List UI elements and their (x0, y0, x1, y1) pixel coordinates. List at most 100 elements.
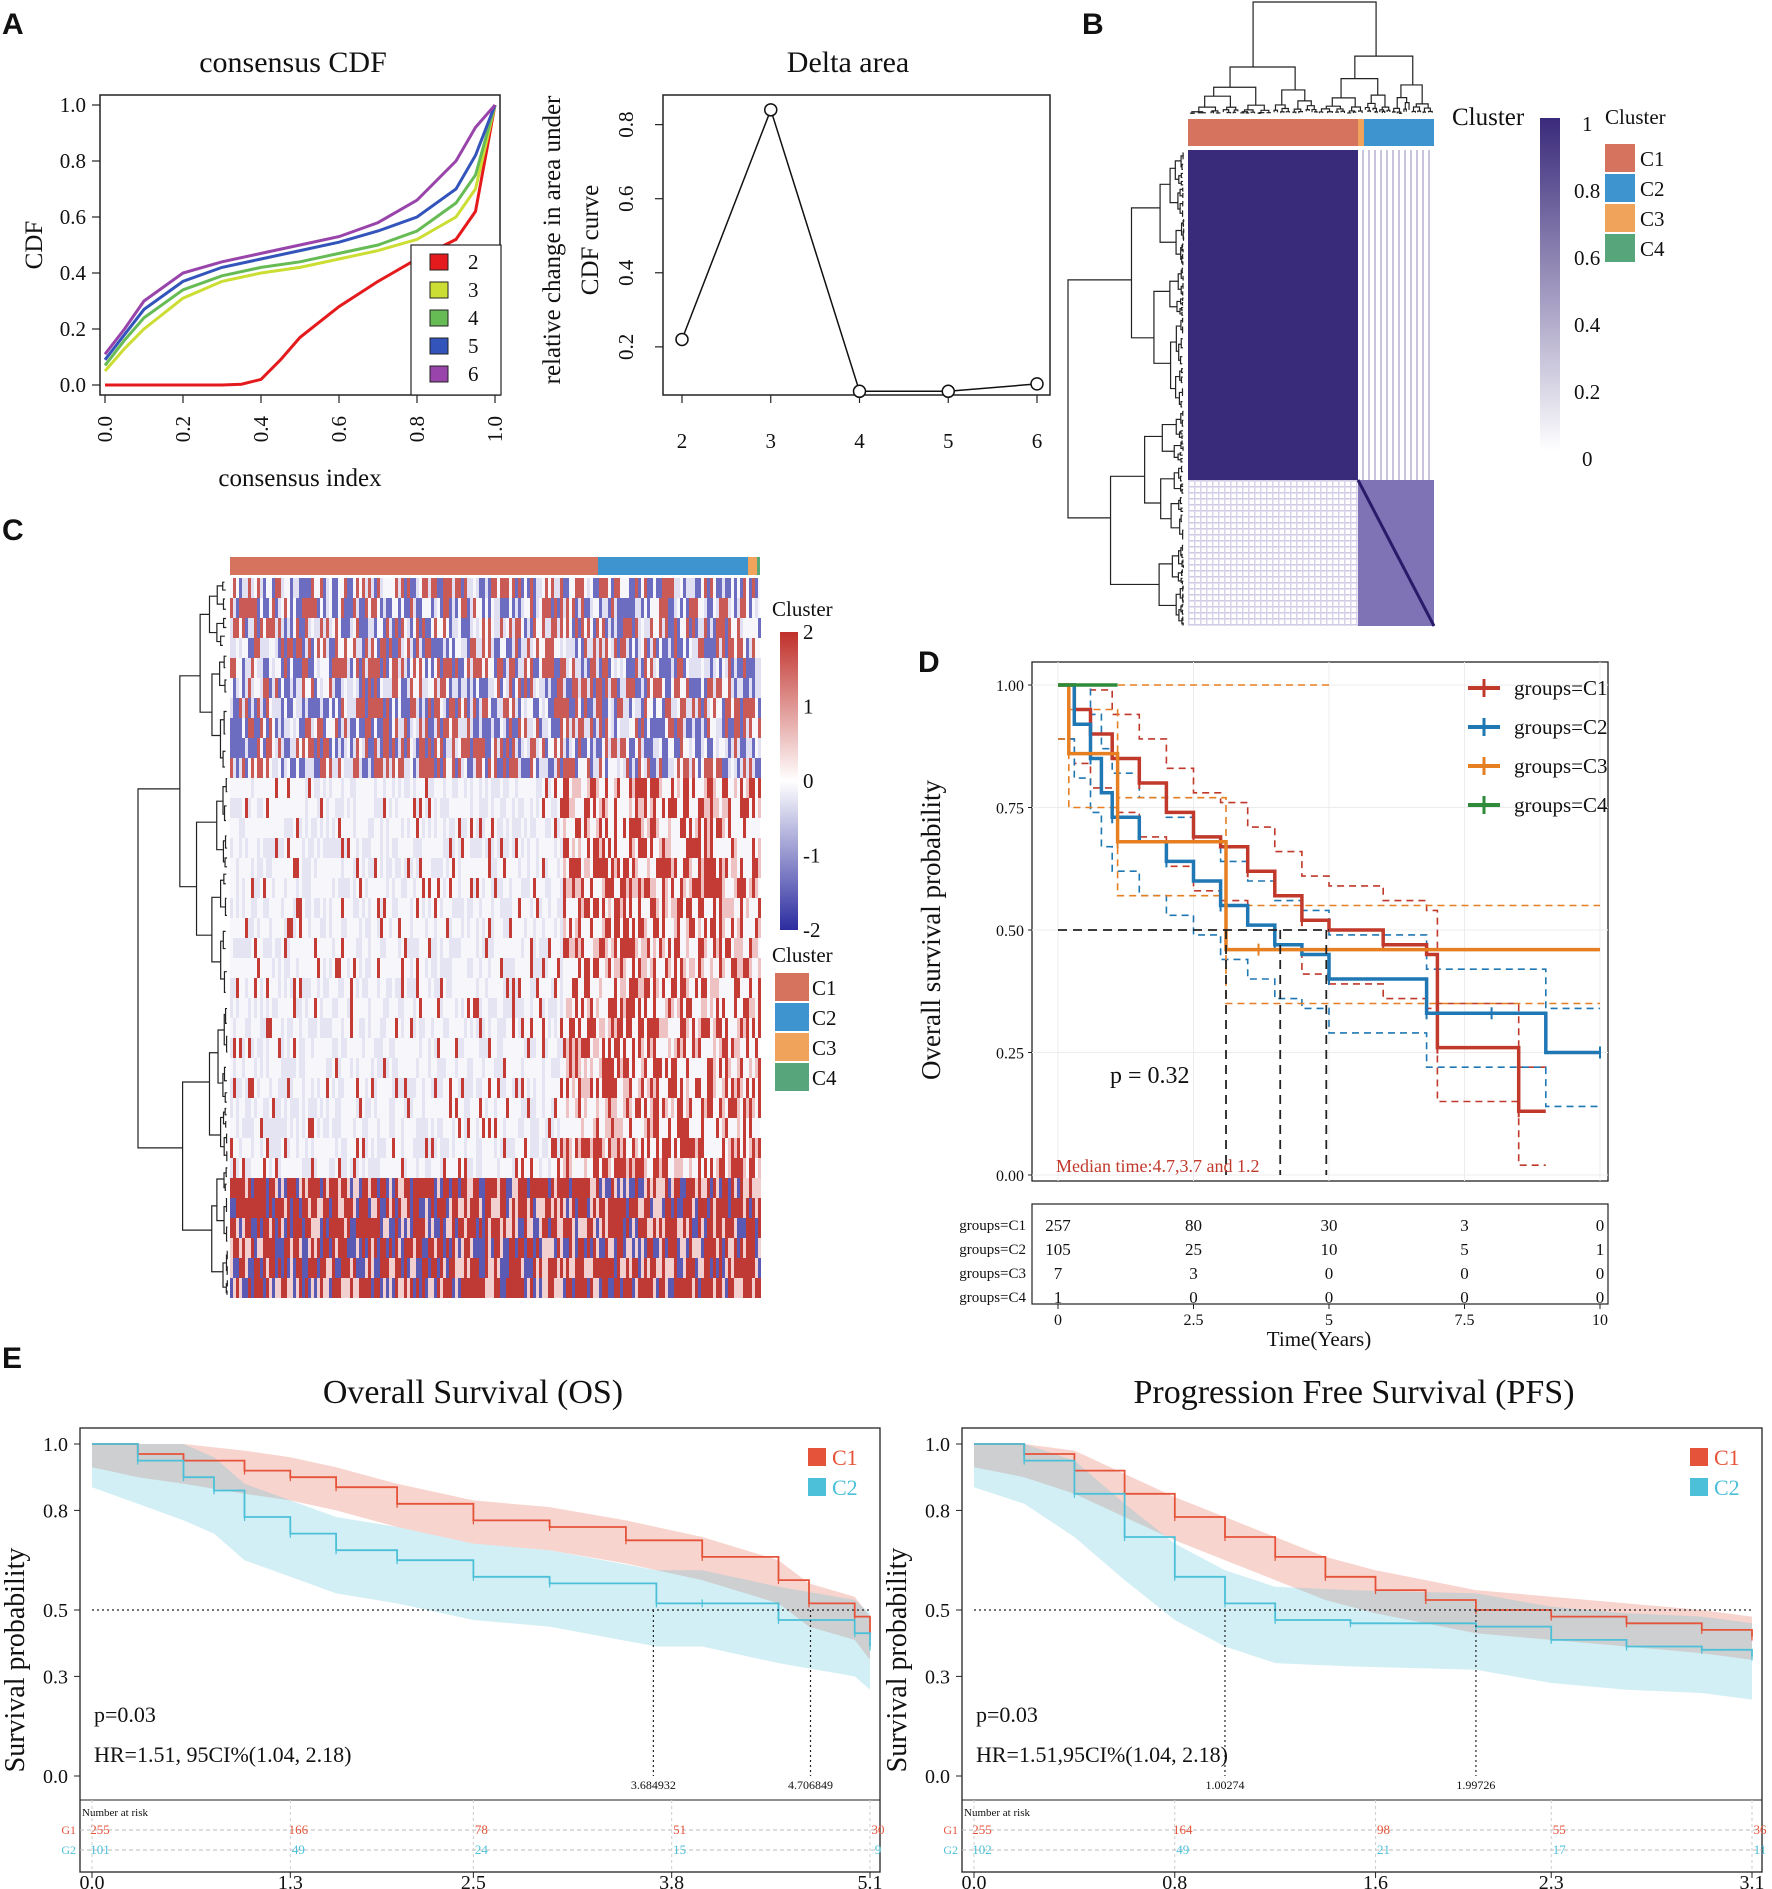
heatmap-cell (428, 938, 431, 958)
heatmap-cell (575, 878, 578, 898)
heatmap-cell (572, 1198, 575, 1218)
heatmap-cell (710, 1178, 713, 1198)
heatmap-cell (710, 1258, 713, 1278)
heatmap-cell (683, 1118, 686, 1138)
heatmap-cell (284, 1238, 287, 1258)
heatmap-cell (527, 738, 530, 758)
heatmap-cell (542, 678, 545, 698)
heatmap-cell (437, 1118, 440, 1138)
heatmap-cell (500, 878, 503, 898)
heatmap-cell (233, 1078, 236, 1098)
os-pvalue: p=0.03 (94, 1702, 156, 1727)
heatmap-cell (269, 618, 272, 638)
heatmap-cell (308, 1198, 311, 1218)
heatmap-cell (311, 1178, 314, 1198)
heatmap-cell (263, 1158, 266, 1178)
heatmap-cell (248, 1218, 251, 1238)
heatmap-cell (332, 1258, 335, 1278)
heatmap-cell (428, 798, 431, 818)
heatmap-cell (716, 818, 719, 838)
heatmap-cell (254, 638, 257, 658)
heatmap-cell (548, 1178, 551, 1198)
heatmap-cell (287, 918, 290, 938)
heatmap-cell (746, 958, 749, 978)
heatmap-cell (317, 1078, 320, 1098)
heatmap-cell (527, 858, 530, 878)
heatmap-cell (305, 818, 308, 838)
heatmap-cell (371, 738, 374, 758)
heatmap-cell (689, 1198, 692, 1218)
heatmap-color-scale (780, 632, 798, 930)
heatmap-cell (428, 1038, 431, 1058)
heatmap-cell (560, 798, 563, 818)
heatmap-cell (677, 1218, 680, 1238)
heatmap-cell (563, 598, 566, 618)
heatmap-cell (575, 858, 578, 878)
heatmap-cell (356, 758, 359, 778)
heatmap-cell (335, 718, 338, 738)
heatmap-cell (608, 918, 611, 938)
heatmap-cell (677, 938, 680, 958)
heatmap-cell (269, 1078, 272, 1098)
heatmap-cell (416, 818, 419, 838)
heatmap-cell (602, 638, 605, 658)
heatmap-cell (662, 618, 665, 638)
heatmap-cell (320, 738, 323, 758)
matrix-legend-title: Cluster (1605, 105, 1666, 129)
heatmap-cell (314, 678, 317, 698)
heatmap-cell (419, 858, 422, 878)
heatmap-cell (449, 838, 452, 858)
heatmap-cell (446, 958, 449, 978)
heatmap-cell (644, 938, 647, 958)
heatmap-cell (308, 1238, 311, 1258)
heatmap-cell (482, 718, 485, 738)
heatmap-cell (239, 1258, 242, 1278)
heatmap-cell (590, 998, 593, 1018)
pfs-risk-value: 164 (1173, 1822, 1193, 1837)
heatmap-cell (605, 1098, 608, 1118)
heatmap-cell (359, 658, 362, 678)
heatmap-cell (416, 1158, 419, 1178)
heatmap-cell (335, 958, 338, 978)
heatmap-cell (317, 1278, 320, 1298)
matrix-row-dendrogram (1180, 222, 1184, 236)
heatmap-cell (272, 1238, 275, 1258)
pfs-risk-value: 36 (1754, 1822, 1768, 1837)
heatmap-cell (665, 758, 668, 778)
os-y-tick-label: 0.5 (43, 1600, 68, 1622)
heatmap-cell (647, 1218, 650, 1238)
heatmap-cell (524, 1198, 527, 1218)
heatmap-cell (716, 638, 719, 658)
heatmap-cell (716, 1278, 719, 1298)
heatmap-cell (356, 978, 359, 998)
heatmap-cell (647, 1038, 650, 1058)
heatmap-cell (500, 958, 503, 978)
heatmap-cell (605, 718, 608, 738)
cdf-legend-label: 2 (468, 250, 479, 274)
heatmap-cell (596, 1278, 599, 1298)
heatmap-cell (647, 618, 650, 638)
heatmap-cell (656, 978, 659, 998)
heatmap-cell (485, 1178, 488, 1198)
matrix-column-dendrogram (1306, 105, 1315, 110)
heatmap-cell (539, 1198, 542, 1218)
heatmap-cell (482, 678, 485, 698)
heatmap-cell (230, 658, 233, 678)
heatmap-cell (698, 1198, 701, 1218)
heatmap-cell (542, 858, 545, 878)
heatmap-cell (302, 838, 305, 858)
heatmap-cell (716, 718, 719, 738)
heatmap-cell (560, 1218, 563, 1238)
heatmap-cell (542, 918, 545, 938)
heatmap-cell (230, 698, 233, 718)
heatmap-cell (383, 938, 386, 958)
heatmap-cell (386, 1198, 389, 1218)
heatmap-cell (284, 1278, 287, 1298)
heatmap-cell (251, 598, 254, 618)
heatmap-cell (659, 858, 662, 878)
heatmap-cell (434, 938, 437, 958)
heatmap-cell (614, 1118, 617, 1138)
heatmap-cell (746, 1278, 749, 1298)
heatmap-cell (707, 1098, 710, 1118)
heatmap-cell (629, 1118, 632, 1138)
